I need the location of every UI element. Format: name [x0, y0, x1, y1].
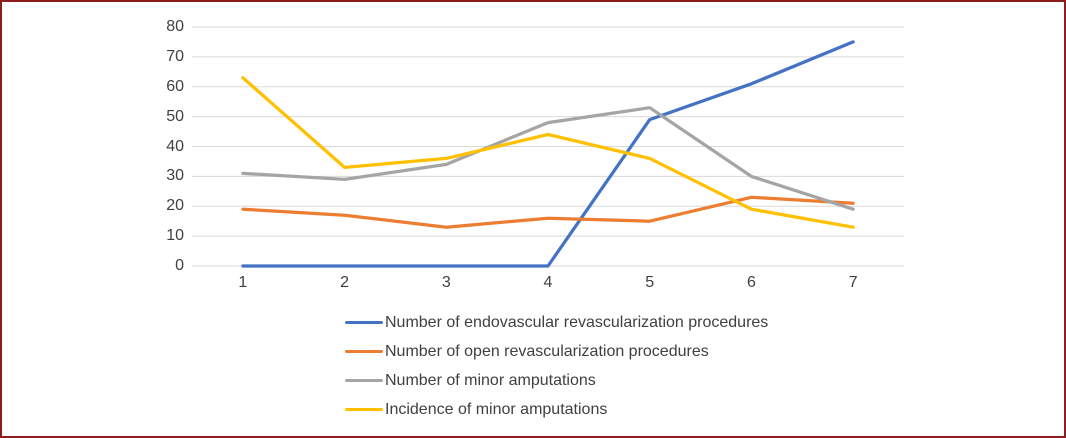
- series-line-1: [241, 195, 855, 229]
- y-tick-label-10: 10: [166, 227, 184, 245]
- legend-line-swatch-3: [345, 407, 383, 412]
- legend-label-3: Incidence of minor amputations: [385, 400, 608, 418]
- x-tick-label-7: 7: [848, 274, 858, 291]
- series-line-2: [241, 106, 855, 211]
- legend-line-swatch-2: [345, 378, 383, 383]
- legend-item-1: Number of open revascularization procedu…: [345, 337, 768, 366]
- y-tick-label-70: 70: [166, 47, 184, 65]
- legend-item-2: Number of minor amputations: [345, 366, 768, 395]
- chart-legend: Number of endovascular revascularization…: [345, 308, 768, 424]
- x-tick-label-1: 1: [238, 274, 248, 291]
- y-tick-label-40: 40: [166, 137, 184, 155]
- series-line-3: [241, 76, 855, 229]
- legend-line-swatch-1: [345, 349, 383, 354]
- y-tick-label-60: 60: [166, 77, 184, 95]
- y-tick-label-30: 30: [166, 167, 184, 185]
- legend-item-0: Number of endovascular revascularization…: [345, 308, 768, 337]
- x-tick-label-6: 6: [746, 274, 756, 291]
- legend-item-3: Incidence of minor amputations: [345, 395, 768, 424]
- legend-label-1: Number of open revascularization procedu…: [385, 342, 709, 360]
- legend-label-0: Number of endovascular revascularization…: [385, 313, 769, 331]
- x-tick-label-4: 4: [543, 274, 553, 291]
- legend-line-swatch-0: [345, 320, 383, 325]
- x-tick-label-3: 3: [441, 274, 451, 291]
- y-tick-label-50: 50: [166, 107, 184, 125]
- y-tick-label-20: 20: [166, 197, 184, 215]
- y-tick-label-80: 80: [166, 18, 184, 35]
- x-tick-label-5: 5: [645, 274, 655, 291]
- legend-label-2: Number of minor amputations: [385, 371, 596, 389]
- y-tick-label-0: 0: [175, 257, 184, 274]
- x-tick-label-2: 2: [340, 274, 350, 291]
- series-line-0: [241, 40, 855, 268]
